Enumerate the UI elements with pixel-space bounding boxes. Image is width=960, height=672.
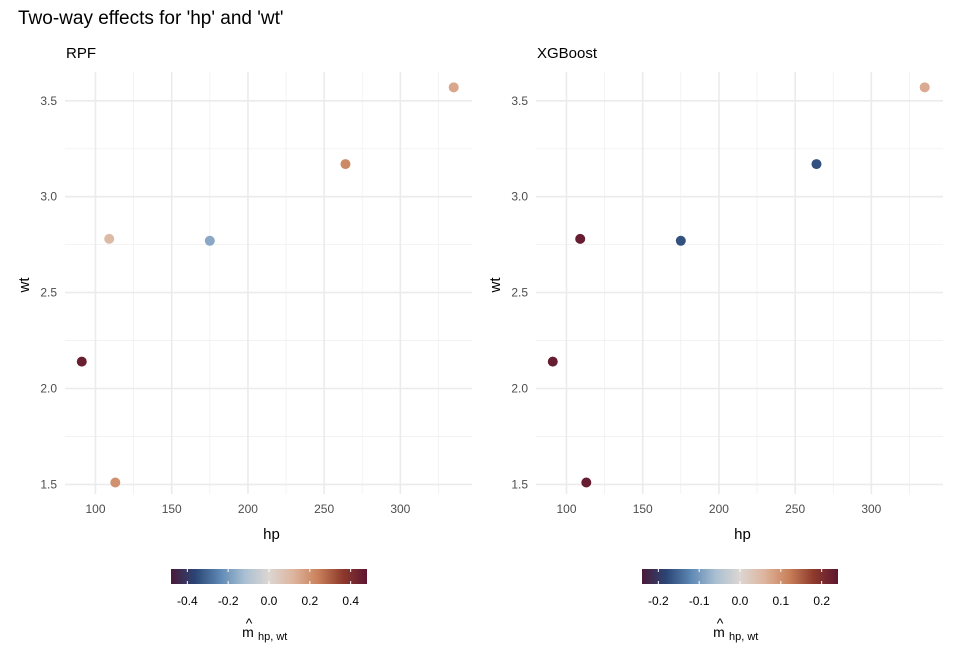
colorbar-tick-label: -0.2 [218,594,239,608]
data-point [581,477,592,488]
colorbar-tick-label: 0.1 [772,594,789,608]
x-tick-label: 250 [314,502,334,516]
y-tick-label: 3.5 [40,94,57,108]
data-point [204,235,215,246]
x-tick-label: 100 [85,502,105,516]
y-axis-label: wt [16,277,33,294]
colorbar-tick-label: -0.1 [689,594,710,608]
y-tick-label: 3.5 [511,94,528,108]
y-tick-label: 2.5 [511,286,528,300]
legend-title: m [242,624,254,640]
colorbar [642,569,838,584]
x-tick-label: 200 [709,502,729,516]
colorbar [171,569,367,584]
legend: -0.4 -0.2 0.0 0.2 0.4 ^m hp, wt [171,569,367,643]
colorbar-tick-label: -0.2 [648,594,669,608]
x-tick-label: 250 [785,502,805,516]
legend-title-subscript: hp, wt [729,631,758,643]
colorbar-tick-label: 0.0 [261,594,278,608]
data-point [575,233,586,244]
panel-rpf: 100 150 200 250 300 1.5 2.0 2.5 3.0 3.5 RPF hp wt -0.… [16,45,472,643]
x-tick-label: 200 [238,502,258,516]
data-point [919,82,930,93]
y-tick-label: 2.0 [511,382,528,396]
y-tick-label: 2.5 [40,286,57,300]
panel-subtitle: RPF [66,45,96,62]
colorbar-tick-label: -0.4 [177,594,198,608]
panel-subtitle: XGBoost [537,45,598,62]
y-tick-label: 3.0 [511,190,528,204]
data-point [675,235,686,246]
y-axis-label: wt [487,277,504,294]
data-point [547,356,558,367]
x-tick-label: 150 [633,502,653,516]
colorbar-tick-label: 0.2 [301,594,318,608]
data-point [340,159,351,170]
legend: -0.2 -0.1 0.0 0.1 0.2 ^m hp, wt [642,569,838,643]
data-point [104,233,115,244]
x-tick-label: 150 [162,502,182,516]
y-tick-label: 1.5 [40,477,57,491]
y-tick-label: 3.0 [40,190,57,204]
legend-title-hat: ^ [717,615,724,631]
x-tick-label: 100 [556,502,576,516]
chart-title: Two-way effects for 'hp' and 'wt' [18,8,284,29]
colorbar-tick-label: 0.2 [813,594,830,608]
panel-xgboost: 100 150 200 250 300 1.5 2.0 2.5 3.0 3.5 XGBoost hp w… [487,45,943,643]
gridlines [65,72,472,494]
data-point [448,82,459,93]
x-axis-label: hp [263,526,280,543]
y-tick-label: 2.0 [40,382,57,396]
legend-title-hat: ^ [246,615,253,631]
y-tick-label: 1.5 [511,477,528,491]
data-point [76,356,87,367]
data-point [110,477,121,488]
legend-title: m [713,624,725,640]
x-tick-label: 300 [861,502,881,516]
colorbar-tick-label: 0.4 [342,594,359,608]
legend-title-subscript: hp, wt [258,631,287,643]
colorbar-tick-label: 0.0 [732,594,749,608]
data-point [811,159,822,170]
gridlines [536,72,943,494]
x-axis-label: hp [734,526,751,543]
x-tick-label: 300 [390,502,410,516]
